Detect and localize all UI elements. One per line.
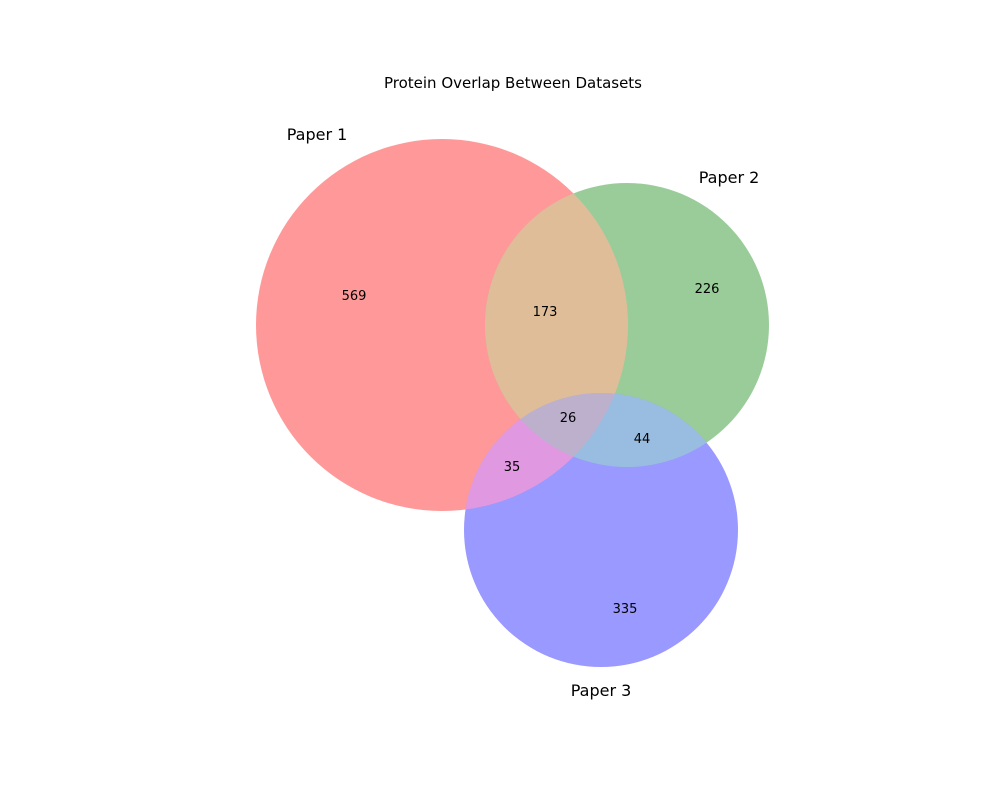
count-paper-1-and-3: 35: [504, 460, 521, 475]
region-1-and-3: [464, 393, 628, 511]
count-paper-2-and-3: 44: [634, 432, 651, 447]
set-label-paper-1: Paper 1: [287, 125, 348, 144]
set-label-paper-2: Paper 2: [699, 168, 760, 187]
region-1-and-2: [485, 183, 628, 467]
count-all-three: 26: [560, 411, 577, 426]
set-label-paper-3: Paper 3: [571, 681, 632, 700]
count-only-paper-3: 335: [613, 602, 638, 617]
count-only-paper-1: 569: [342, 289, 367, 304]
count-only-paper-2: 226: [695, 282, 720, 297]
count-paper-1-and-2: 173: [533, 305, 558, 320]
diagram-title: Protein Overlap Between Datasets: [384, 74, 642, 92]
